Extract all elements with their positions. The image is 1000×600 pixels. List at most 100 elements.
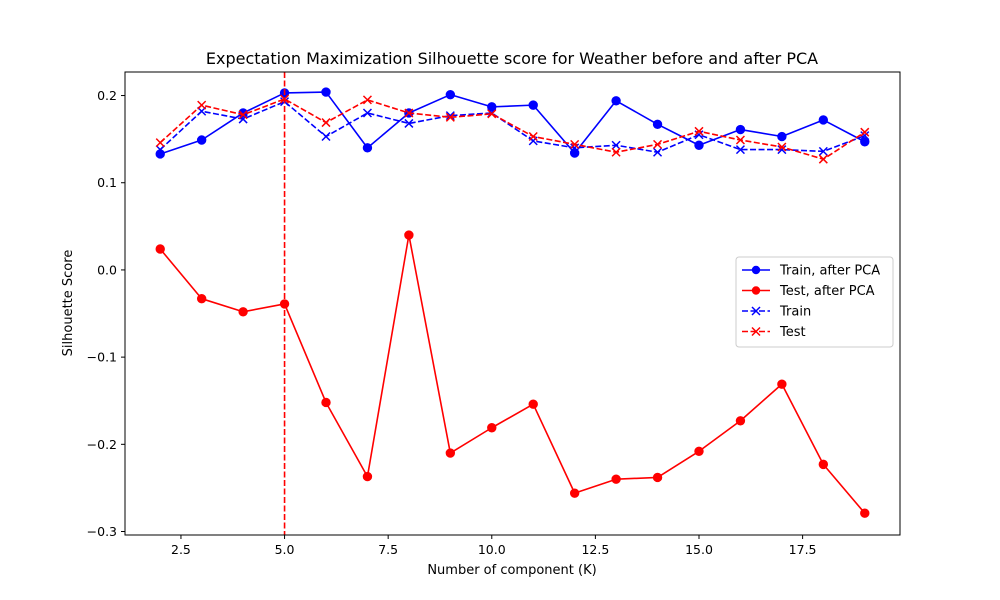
x-tick-label: 10.0 xyxy=(478,542,506,557)
data-point xyxy=(238,110,248,120)
data-point xyxy=(653,139,663,149)
data-point xyxy=(611,140,621,150)
data-point xyxy=(735,145,745,155)
data-point xyxy=(445,112,455,122)
legend: Train, after PCA Test, after PCA Train Test xyxy=(735,256,894,348)
x-tick-label: 2.5 xyxy=(171,542,191,557)
legend-label: Train, after PCA xyxy=(779,264,880,279)
y-tick-label: −0.2 xyxy=(87,437,117,452)
data-point xyxy=(445,111,455,121)
data-point xyxy=(155,149,165,159)
chart-title: Expectation Maximization Silhouette scor… xyxy=(206,49,818,68)
data-point xyxy=(528,136,538,146)
y-tick-label: 0.0 xyxy=(97,262,117,277)
legend-label: Train xyxy=(779,305,811,320)
series-line xyxy=(159,91,866,155)
data-point xyxy=(860,137,870,147)
data-point xyxy=(694,126,704,136)
series-1 xyxy=(155,230,870,518)
legend-item: Train xyxy=(742,305,811,320)
data-point xyxy=(404,230,414,240)
data-point xyxy=(445,448,456,458)
data-point xyxy=(777,379,787,389)
x-tick-label: 12.5 xyxy=(581,542,609,557)
series-line xyxy=(159,100,866,154)
series-0 xyxy=(155,87,870,159)
data-point xyxy=(818,154,828,164)
data-point xyxy=(860,127,870,137)
data-point xyxy=(694,446,704,456)
legend-frame xyxy=(735,256,894,348)
data-point xyxy=(611,147,621,157)
legend-item: Test, after PCA xyxy=(742,284,875,299)
data-point xyxy=(321,87,331,97)
data-point xyxy=(155,145,165,155)
data-point xyxy=(238,307,248,317)
x-tick-label: 15.0 xyxy=(685,542,713,557)
data-point xyxy=(570,143,580,153)
legend-item: Test xyxy=(742,325,806,340)
data-point xyxy=(611,474,621,484)
data-point xyxy=(487,102,497,112)
data-point xyxy=(487,423,497,433)
data-point xyxy=(196,135,207,145)
y-axis-label: Silhouette Score xyxy=(61,250,76,357)
legend-label: Test, after PCA xyxy=(779,284,875,299)
data-point xyxy=(487,109,497,119)
series-line xyxy=(159,98,866,160)
plot-area: 2.5 5.0 7.5 10.0 12.5 15.0 17.5 −0.3 −0.2 −0.1 0.0… xyxy=(87,71,901,557)
data-point xyxy=(569,488,580,498)
x-axis-label: Number of component (K) xyxy=(427,563,596,578)
data-point xyxy=(528,100,538,110)
data-point xyxy=(860,131,870,141)
data-point xyxy=(652,472,663,483)
legend-marker xyxy=(751,265,761,275)
data-point xyxy=(321,118,331,128)
data-point xyxy=(362,108,372,118)
series-3 xyxy=(155,94,870,164)
legend-item: Train, after PCA xyxy=(742,264,880,279)
data-point xyxy=(404,108,414,118)
series-line xyxy=(159,234,866,514)
data-point xyxy=(155,244,165,254)
data-point xyxy=(570,139,580,149)
data-point xyxy=(362,143,373,153)
data-point xyxy=(362,471,373,482)
data-point xyxy=(735,416,746,426)
legend-marker xyxy=(751,326,761,337)
data-point xyxy=(860,508,870,518)
data-point xyxy=(155,138,165,148)
data-point xyxy=(818,459,829,470)
data-point xyxy=(694,140,704,150)
data-point xyxy=(197,100,207,110)
data-point xyxy=(653,147,663,157)
x-tick-label: 7.5 xyxy=(378,542,398,557)
data-point xyxy=(362,95,372,105)
y-tick-label: −0.3 xyxy=(87,524,117,539)
data-point xyxy=(196,294,207,304)
data-point xyxy=(445,89,456,100)
data-point xyxy=(528,131,538,142)
data-point xyxy=(652,119,663,130)
data-point xyxy=(735,135,745,145)
y-tick-label: −0.1 xyxy=(87,350,117,365)
series-2 xyxy=(155,97,870,157)
plot-frame xyxy=(124,71,901,536)
legend-marker xyxy=(751,286,761,295)
data-point xyxy=(777,142,787,152)
y-tick-label: 0.1 xyxy=(97,175,117,190)
x-tick-label: 5.0 xyxy=(275,542,295,557)
data-point xyxy=(528,399,538,409)
data-point xyxy=(404,118,414,128)
data-point xyxy=(818,115,829,125)
data-point xyxy=(611,96,621,106)
data-point xyxy=(818,146,828,156)
data-point xyxy=(777,131,787,142)
x-tick-label: 17.5 xyxy=(789,542,817,557)
legend-label: Test xyxy=(779,325,806,340)
data-point xyxy=(735,124,746,135)
data-point xyxy=(321,131,331,142)
legend-marker xyxy=(751,306,761,316)
data-point xyxy=(321,397,331,408)
